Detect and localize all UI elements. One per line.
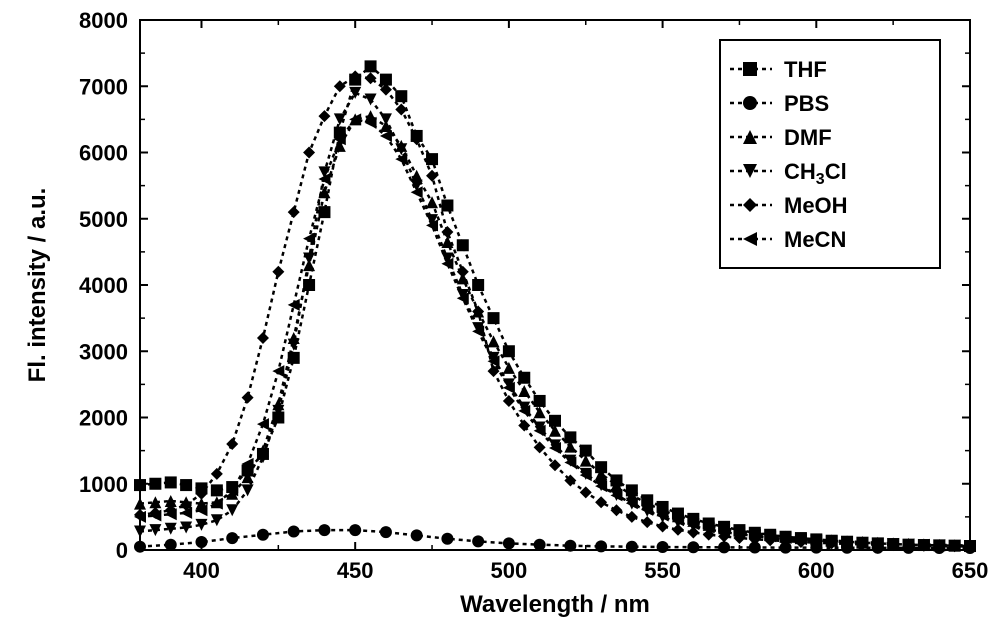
svg-text:600: 600	[798, 558, 835, 583]
svg-text:4000: 4000	[79, 273, 128, 298]
svg-text:DMF: DMF	[784, 125, 832, 150]
svg-text:5000: 5000	[79, 207, 128, 232]
svg-text:450: 450	[337, 558, 374, 583]
svg-text:MeOH: MeOH	[784, 193, 848, 218]
svg-text:Wavelength / nm: Wavelength / nm	[460, 591, 650, 618]
svg-text:CH3Cl: CH3Cl	[784, 159, 847, 188]
svg-text:550: 550	[644, 558, 681, 583]
svg-text:Fl. intensity / a.u.: Fl. intensity / a.u.	[24, 188, 51, 383]
chart-svg: 400 450 500 550 600 650 0 1000 2000 3000 4000 5000 6…	[0, 0, 1000, 628]
svg-text:THF: THF	[784, 57, 827, 82]
svg-text:MeCN: MeCN	[784, 227, 846, 252]
fluorescence-chart: 400 450 500 550 600 650 0 1000 2000 3000 4000 5000 6…	[0, 0, 1000, 628]
svg-text:PBS: PBS	[784, 91, 829, 116]
svg-text:6000: 6000	[79, 141, 128, 166]
svg-text:1000: 1000	[79, 472, 128, 497]
svg-text:2000: 2000	[79, 406, 128, 431]
svg-text:0: 0	[116, 538, 128, 563]
svg-text:500: 500	[491, 558, 528, 583]
svg-text:7000: 7000	[79, 74, 128, 99]
svg-text:650: 650	[952, 558, 989, 583]
svg-text:400: 400	[183, 558, 220, 583]
svg-text:3000: 3000	[79, 339, 128, 364]
svg-text:8000: 8000	[79, 8, 128, 33]
